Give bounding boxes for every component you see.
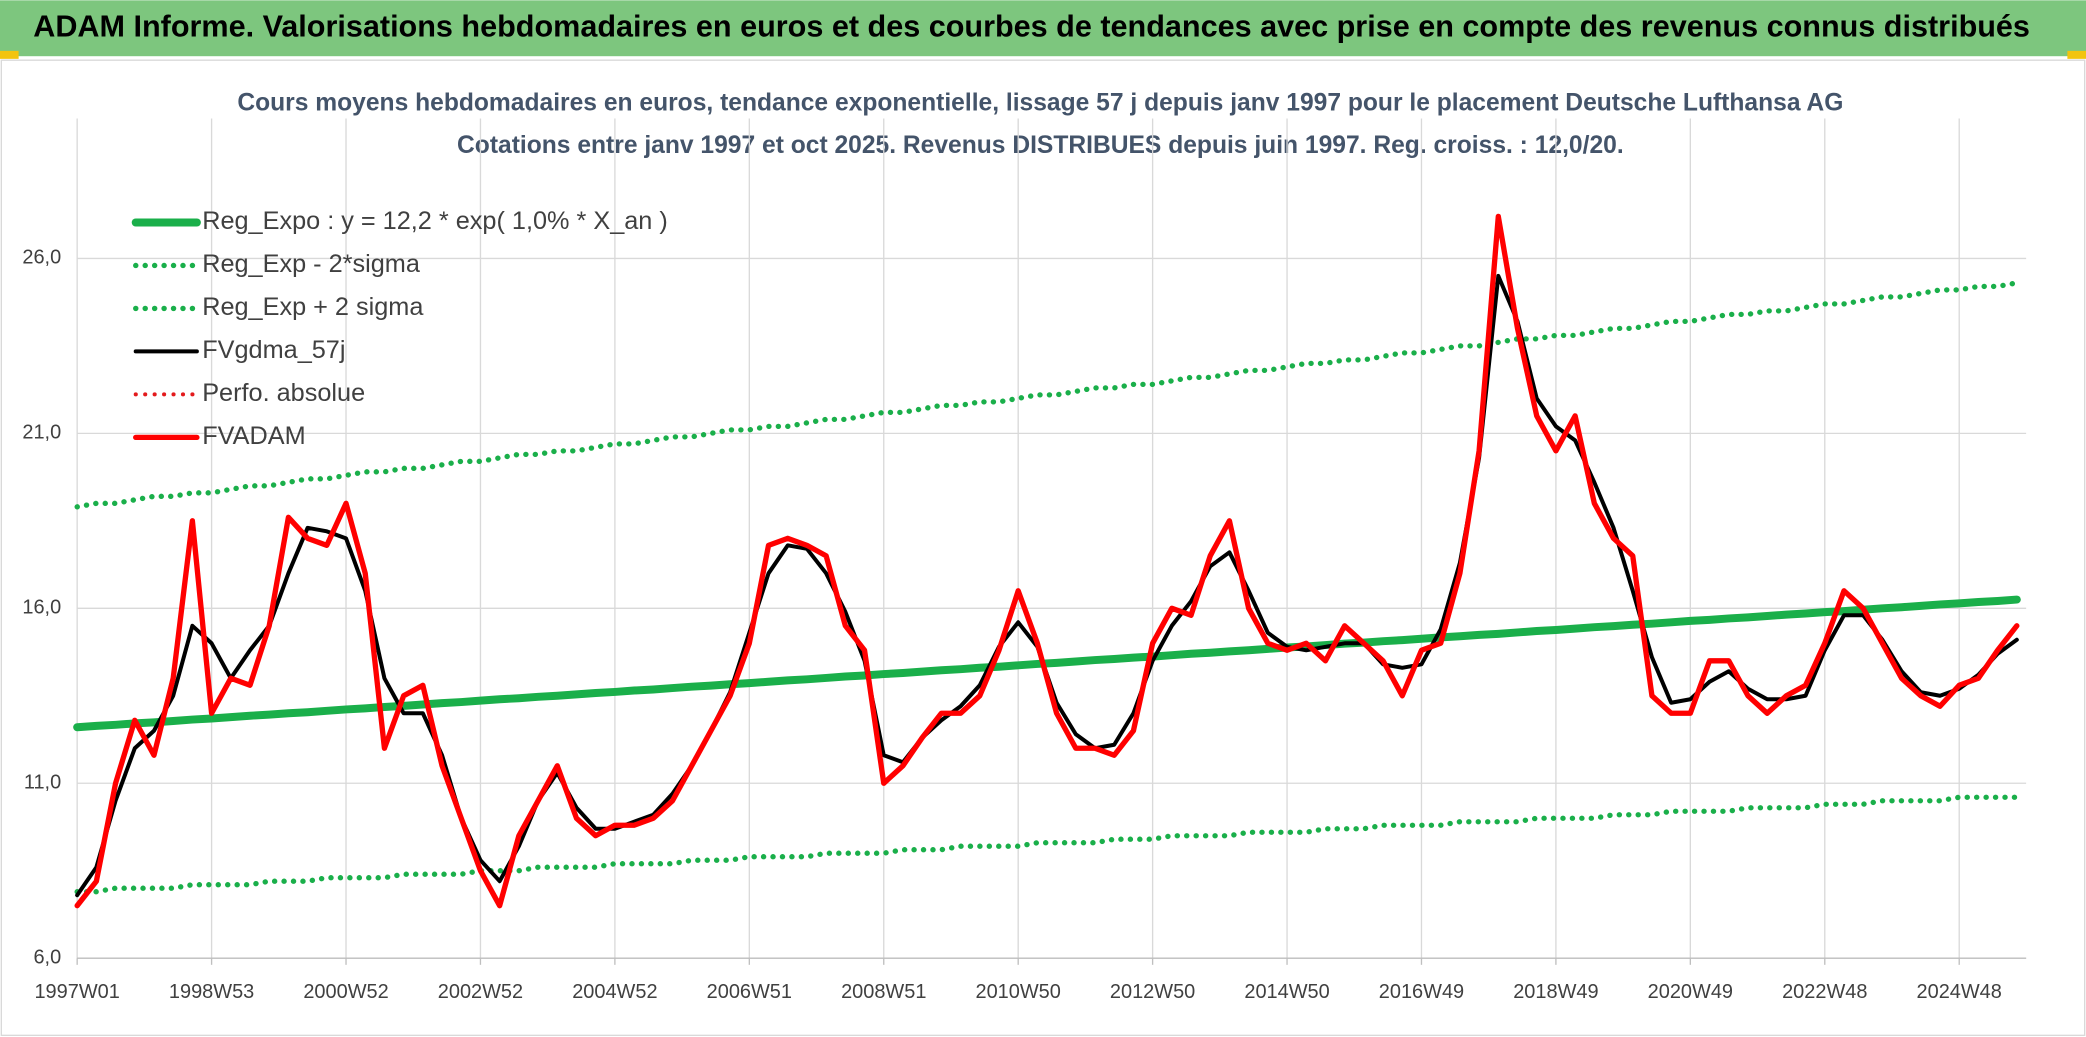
- y-tick-label: 11,0: [24, 772, 61, 794]
- x-tick-label: 2014W50: [1244, 981, 1329, 1003]
- chart-subtitle: Cotations entre janv 1997 et oct 2025. R…: [457, 132, 1624, 159]
- y-tick-label: 26,0: [22, 247, 61, 269]
- legend-label: Reg_Expo : y = 12,2 * exp( 1,0% * X_an ): [202, 207, 668, 235]
- plot-lines: [73, 213, 2021, 909]
- legend-label: Reg_Exp - 2*sigma: [202, 250, 421, 278]
- x-tick-label: 2006W51: [707, 981, 792, 1003]
- x-tick-label: 2010W50: [976, 981, 1061, 1003]
- header-title: ADAM Informe. Valorisations hebdomadaire…: [33, 9, 2030, 43]
- x-tick-label: 2000W52: [303, 981, 388, 1003]
- x-tick-label: 2012W50: [1110, 981, 1195, 1003]
- legend-label: FVADAM: [202, 422, 305, 450]
- x-tick-label: 2008W51: [841, 981, 926, 1003]
- x-tick-label: 2020W49: [1648, 981, 1733, 1003]
- header-banner: [0, 0, 2086, 57]
- chart-title: Cours moyens hebdomadaires en euros, ten…: [237, 90, 1843, 117]
- corner-mark: [0, 50, 19, 59]
- y-tick-label: 16,0: [22, 597, 61, 619]
- x-tick-label: 2024W48: [1917, 981, 2002, 1003]
- series-line: [74, 280, 2020, 510]
- legend: Reg_Expo : y = 12,2 * exp( 1,0% * X_an )…: [131, 207, 668, 450]
- series-line: [74, 213, 2020, 909]
- legend-label: Reg_Exp + 2 sigma: [202, 293, 424, 321]
- legend-label: FVgdma_57j: [202, 336, 345, 364]
- y-tick-label: 6,0: [33, 946, 61, 968]
- x-tick-label: 2002W52: [438, 981, 523, 1003]
- x-tick-label: 1997W01: [34, 981, 119, 1003]
- x-tick-label: 2022W48: [1782, 981, 1867, 1003]
- corner-mark: [2067, 50, 2086, 59]
- x-tick-label: 2016W49: [1379, 981, 1464, 1003]
- x-tick-label: 2018W49: [1513, 981, 1598, 1003]
- x-tick-label: 2004W52: [572, 981, 657, 1003]
- grid: 6,0 11,0 16,0 21,0 26,0 1997W01 1998W53 2000W52…: [22, 118, 2027, 1003]
- y-tick-label: 21,0: [22, 422, 61, 444]
- x-tick-label: 1998W53: [169, 981, 254, 1003]
- series-line: [74, 794, 2020, 895]
- legend-label: Perfo. absolue: [202, 379, 365, 407]
